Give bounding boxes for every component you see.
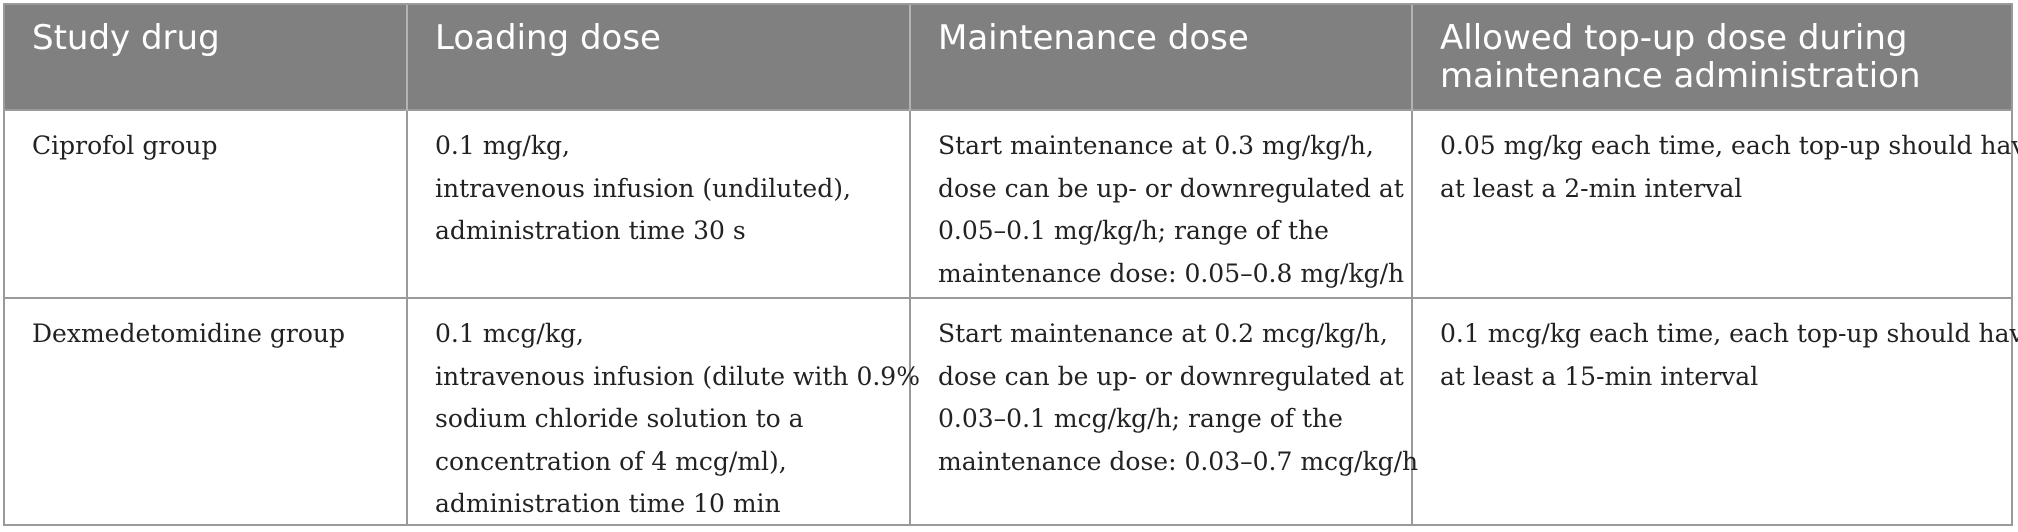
cell-line: at least a 15-min interval: [1440, 361, 1759, 391]
cell-line: intravenous infusion (dilute with 0.9%: [435, 361, 920, 391]
cell-line: sodium chloride solution to a: [435, 404, 804, 433]
cell-line: 0.03–0.1 mcg/kg/h; range of the: [938, 404, 1343, 433]
table-row: Ciprofol group 0.1 mg/kg, intravenous in…: [5, 109, 2018, 298]
cell-line: maintenance dose: 0.03–0.7 mcg/kg/h: [938, 446, 1419, 476]
cell-loading-dose: 0.1 mg/kg, intravenous infusion (undilut…: [407, 109, 911, 298]
cell-line: Start maintenance at 0.2 mcg/kg/h,: [938, 319, 1388, 348]
cell-study-drug: Ciprofol group: [5, 109, 408, 298]
cell-top-up-dose: 0.1 mcg/kg each time, each top-up should…: [1412, 297, 2018, 526]
cell-line: administration time 30 s: [435, 216, 746, 245]
cell-line: 0.1 mcg/kg,: [435, 319, 584, 348]
cell-line: dose can be up- or downregulated at: [938, 361, 1404, 391]
cell-line: 0.1 mcg/kg each time, each top-up should…: [1440, 319, 2018, 348]
cell-study-drug: Dexmedetomidine group: [5, 297, 408, 526]
table-row: Dexmedetomidine group 0.1 mcg/kg, intrav…: [5, 297, 2018, 526]
table-header: Study drug Loading dose Maintenance dose…: [5, 5, 2011, 110]
header-row: Study drug Loading dose Maintenance dose…: [5, 5, 2011, 110]
cell-line: 0.05 mg/kg each time, each top-up should…: [1440, 131, 2018, 160]
cell-line: 0.1 mg/kg,: [435, 131, 570, 160]
cell-line: Start maintenance at 0.3 mg/kg/h,: [938, 131, 1374, 160]
cell-loading-dose: 0.1 mcg/kg, intravenous infusion (dilute…: [407, 297, 920, 526]
header-maintenance-dose: Maintenance dose: [910, 5, 1413, 110]
cell-line: concentration of 4 mcg/ml),: [435, 446, 787, 476]
cell-line: at least a 2-min interval: [1440, 173, 1743, 203]
header-loading-dose: Loading dose: [407, 5, 911, 110]
cell-line: administration time 10 min: [435, 489, 781, 518]
cell-line: dose can be up- or downregulated at: [938, 173, 1404, 203]
dosing-table-container: Study drug Loading dose Maintenance dose…: [3, 3, 2018, 526]
table-body: Ciprofol group 0.1 mg/kg, intravenous in…: [5, 109, 2018, 526]
cell-maintenance-dose: Start maintenance at 0.3 mg/kg/h, dose c…: [910, 109, 1413, 298]
cell-line: maintenance dose: 0.05–0.8 mg/kg/h: [938, 258, 1405, 288]
header-study-drug: Study drug: [5, 5, 408, 110]
header-top-up-dose: Allowed top-up dose during maintenance a…: [1412, 5, 2011, 110]
cell-top-up-dose: 0.05 mg/kg each time, each top-up should…: [1412, 109, 2018, 298]
cell-maintenance-dose: Start maintenance at 0.2 mcg/kg/h, dose …: [910, 297, 1419, 526]
dosing-table: Study drug Loading dose Maintenance dose…: [5, 5, 2018, 526]
cell-line: 0.05–0.1 mg/kg/h; range of the: [938, 216, 1329, 245]
cell-line: intravenous infusion (undiluted),: [435, 173, 851, 203]
